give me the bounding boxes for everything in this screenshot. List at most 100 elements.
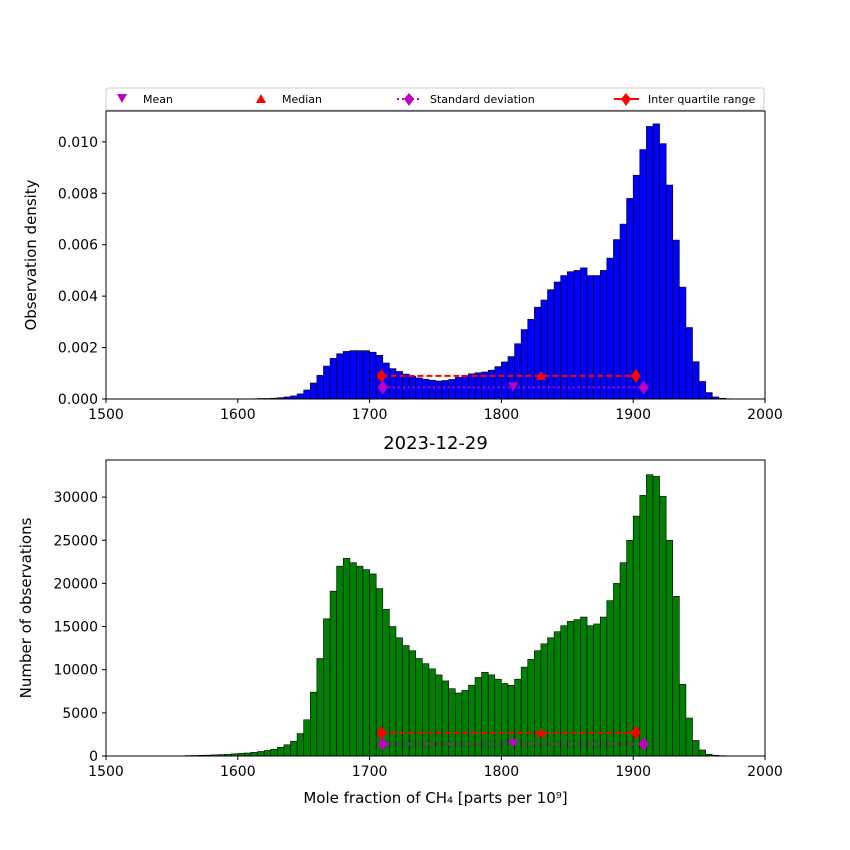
- density-bar: [309, 382, 318, 400]
- density-bar: [679, 286, 687, 400]
- count-y-tick-label: 10000: [53, 663, 98, 679]
- density-bar: [336, 353, 344, 400]
- density-bar: [415, 377, 423, 400]
- density-bar: [632, 174, 641, 400]
- density-bar: [698, 381, 706, 400]
- count-bar: [698, 749, 706, 757]
- density-bar: [593, 275, 601, 400]
- count-bar: [309, 691, 318, 757]
- legend-label-median: Median: [282, 93, 322, 106]
- count-bar: [468, 684, 476, 757]
- density-bar: [566, 271, 575, 400]
- count-bar: [527, 659, 535, 757]
- count-bar: [277, 747, 285, 757]
- count-y-tick-label: 20000: [53, 576, 98, 592]
- density-bar: [619, 223, 627, 400]
- density-bar: [553, 281, 562, 400]
- density-y-axis-label: Observation density: [22, 179, 40, 330]
- count-iqr-marker: [630, 725, 641, 740]
- count-bar: [599, 616, 608, 757]
- count-bar: [646, 474, 654, 757]
- count-iqr-marker: [376, 725, 387, 740]
- count-bar: [679, 684, 687, 757]
- density-bar: [323, 365, 331, 400]
- legend-entry-std: Standard deviation: [397, 93, 535, 106]
- density-bar: [441, 380, 449, 400]
- density-bar: [599, 270, 608, 400]
- density-bar: [382, 362, 390, 400]
- count-bar: [448, 688, 456, 757]
- count-bar: [665, 539, 674, 757]
- density-bar: [303, 389, 311, 400]
- count-y-tick-label: 25000: [53, 533, 98, 549]
- count-bar: [520, 666, 529, 757]
- count-bar: [257, 751, 265, 757]
- density-bar: [316, 375, 324, 400]
- count-y-tick-label: 0: [89, 749, 98, 765]
- count-bar: [296, 733, 304, 757]
- count-bar: [461, 690, 469, 757]
- density-y-tick-label: 0.006: [58, 238, 98, 254]
- count-bar: [329, 590, 337, 757]
- density-bar: [659, 143, 667, 400]
- density-bar: [514, 343, 522, 400]
- count-bar: [316, 658, 324, 757]
- density-y-tick-label: 0.010: [58, 135, 98, 151]
- count-x-ticks: 1500 1600 1700 1800 1900 2000: [88, 756, 783, 780]
- density-bar: [356, 350, 364, 400]
- density-y-ticks: 0.000 0.002 0.004 0.006 0.008 0.010: [58, 135, 106, 408]
- density-bar: [369, 351, 377, 400]
- count-bar: [534, 650, 542, 757]
- density-x-tick-label: 2000: [747, 407, 783, 423]
- count-bar: [692, 740, 700, 757]
- density-bar: [329, 358, 337, 400]
- count-x-tick-label: 1500: [88, 764, 124, 780]
- count-bar: [619, 562, 627, 757]
- density-mean-marker: [508, 382, 519, 392]
- count-median-marker: [535, 727, 546, 737]
- count-bar: [685, 717, 693, 757]
- density-bar: [685, 327, 693, 400]
- legend-entry-iqr: Inter quartile range: [614, 93, 755, 106]
- std-marker-icon: [404, 93, 414, 106]
- legend-label-mean: Mean: [143, 93, 173, 106]
- density-bar: [422, 378, 430, 400]
- count-bar: [626, 539, 634, 757]
- count-bar: [566, 621, 575, 757]
- density-x-tick-label: 1700: [352, 407, 388, 423]
- count-bar: [349, 562, 357, 757]
- density-bar: [652, 123, 660, 400]
- count-bar: [362, 569, 370, 757]
- count-bar: [389, 626, 397, 757]
- count-bar: [560, 625, 568, 757]
- count-y-tick-label: 5000: [62, 706, 98, 722]
- density-bar: [487, 369, 496, 400]
- count-bar: [323, 618, 331, 757]
- count-bar: [369, 573, 377, 757]
- count-bar: [586, 625, 594, 757]
- density-bar: [547, 289, 555, 400]
- density-bar: [428, 379, 436, 400]
- iqr-marker-icon: [621, 93, 631, 106]
- count-bar: [283, 744, 291, 757]
- density-bar: [448, 379, 456, 400]
- density-bar: [540, 299, 548, 400]
- density-bar: [296, 393, 304, 400]
- count-bar: [270, 748, 278, 757]
- count-mean-marker: [508, 738, 519, 748]
- density-bar: [389, 368, 397, 400]
- density-stat-markers: [376, 368, 649, 395]
- count-bar: [250, 752, 258, 757]
- count-x-tick-label: 1700: [352, 764, 388, 780]
- count-bar: [593, 623, 601, 757]
- count-chart-title: 2023-12-29: [383, 433, 488, 454]
- legend: Mean Median Standard deviation Inter qua…: [105, 87, 765, 111]
- count-x-tick-label: 1600: [220, 764, 256, 780]
- count-bar: [481, 671, 489, 757]
- count-plot-frame: [105, 459, 766, 757]
- count-histogram-chart: 2023-12-29 1500 1600 1700 1800 1900 2000 0 500…: [17, 433, 783, 807]
- count-x-axis-label: Mole fraction of CH₄ [parts per 10⁹]: [303, 789, 567, 807]
- count-y-tick-label: 15000: [53, 620, 98, 636]
- count-bar: [303, 719, 311, 757]
- density-y-tick-label: 0.008: [58, 186, 98, 202]
